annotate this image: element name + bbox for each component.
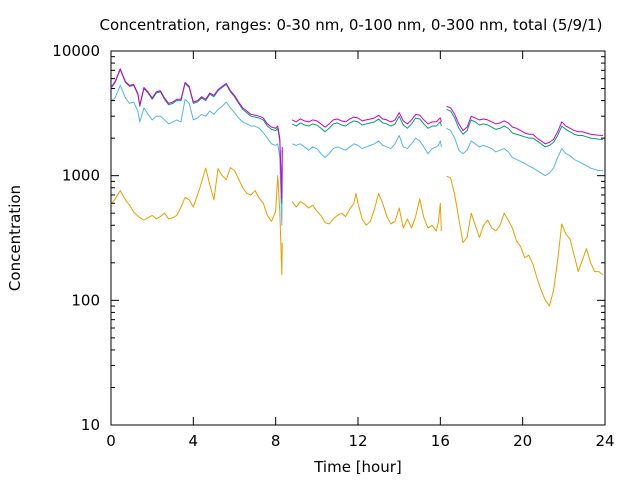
series-line-1 [110,167,283,276]
series-line-3 [446,108,603,148]
x-tick-label: 16 [431,432,450,450]
x-axis: 0 4 8 12 16 20 24 [106,51,615,450]
y-axis-label: Concentration [6,185,24,291]
y-tick-label: 10 [81,416,100,434]
x-tick-label: 8 [271,432,281,450]
plot-frame [110,50,606,426]
y-tick-label: 10000 [52,42,100,60]
x-tick-label: 12 [348,432,367,450]
x-tick-label: 20 [513,432,532,450]
series-line-3 [291,115,442,133]
x-tick-label: 24 [595,432,614,450]
series-line-2 [110,84,283,226]
y-tick-label: 100 [71,291,100,309]
series-line-2 [446,127,603,177]
series-line-4 [291,112,442,128]
x-tick-label: 0 [106,432,116,450]
y-tick-label: 1000 [62,167,100,185]
x-axis-label: Time [hour] [313,458,402,476]
series-line-2 [291,135,442,158]
series-line-1 [446,175,604,307]
series-line-3 [110,69,283,204]
series-layer [110,68,604,307]
chart-title: Concentration, ranges: 0-30 nm, 0-100 nm… [100,16,603,34]
series-line-1 [291,192,442,232]
series-line-4 [110,68,283,200]
plot-area [110,50,606,426]
y-axis: 10 100 1000 10000 [52,42,605,434]
x-tick-label: 4 [189,432,199,450]
series-line-4 [446,105,603,145]
